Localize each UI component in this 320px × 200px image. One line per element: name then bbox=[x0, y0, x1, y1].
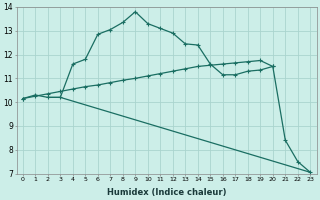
X-axis label: Humidex (Indice chaleur): Humidex (Indice chaleur) bbox=[107, 188, 226, 197]
